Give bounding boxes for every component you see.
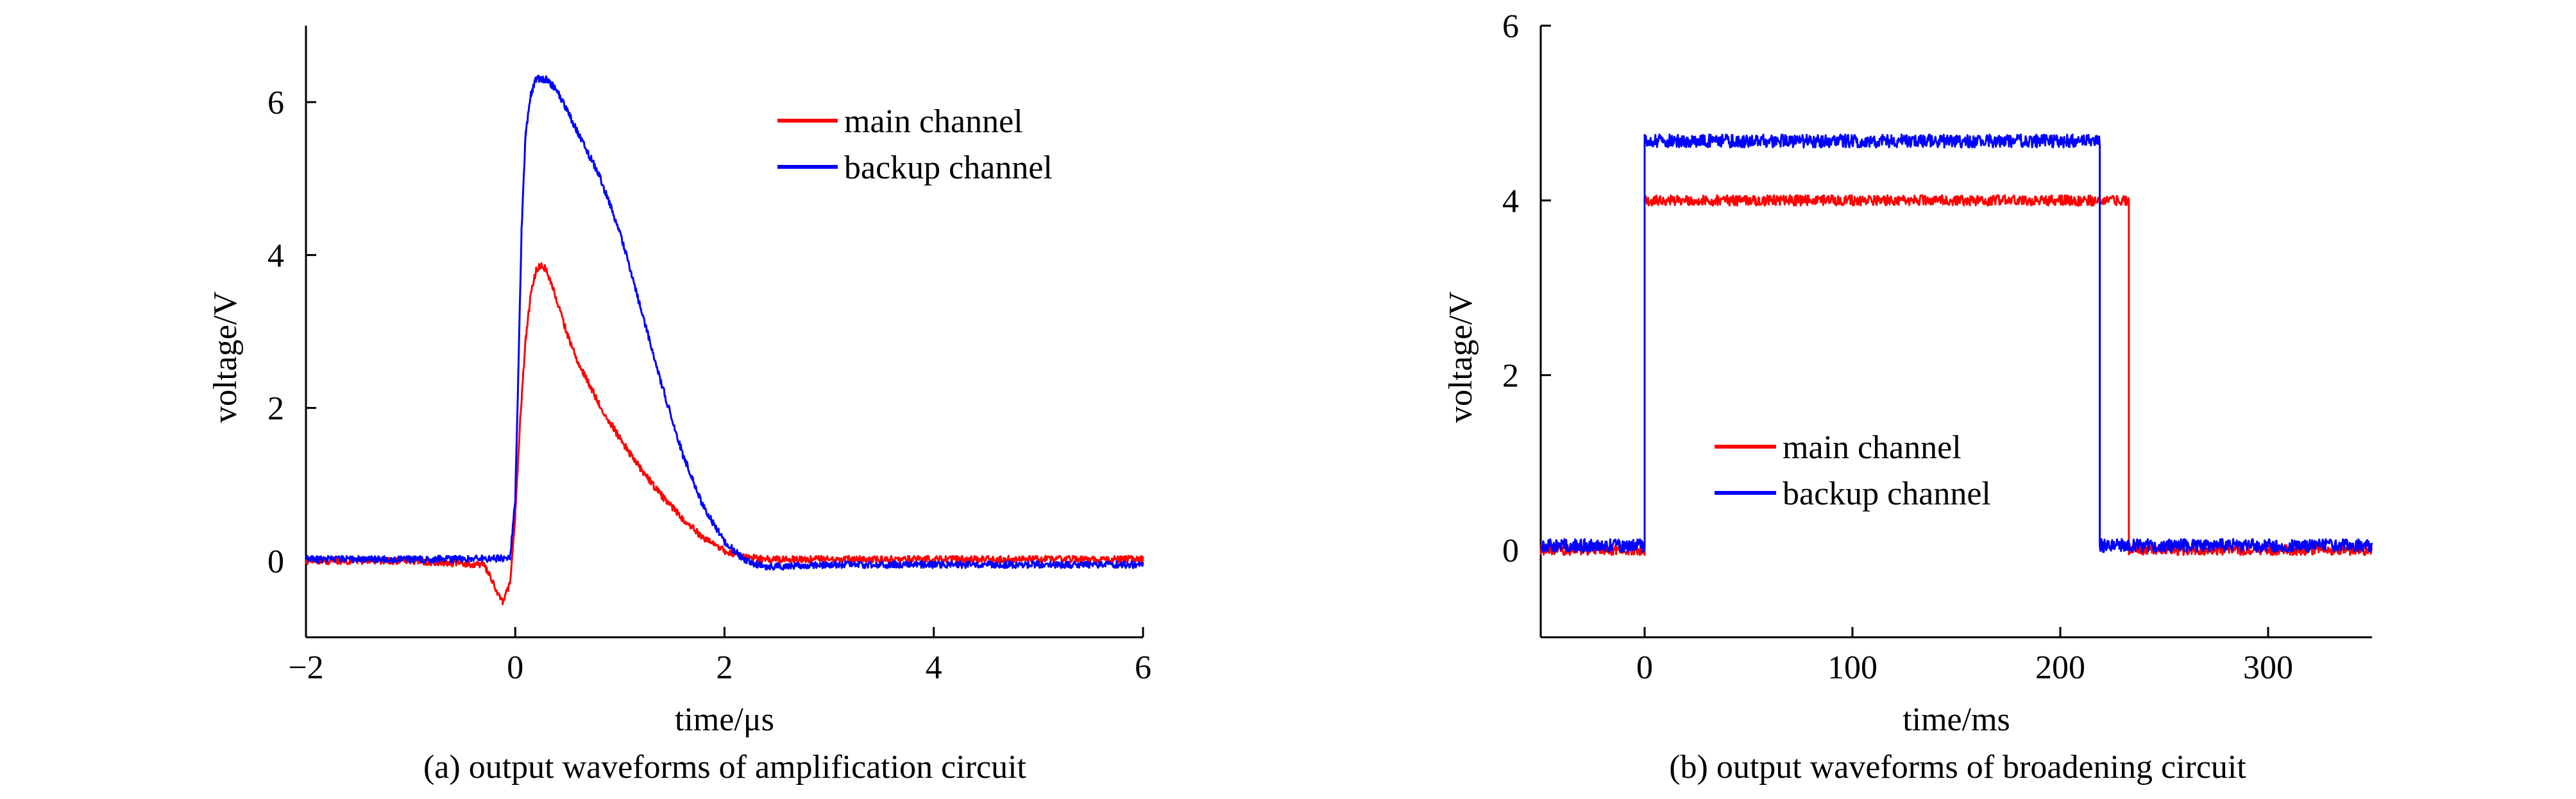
y-axis-label: voltage/V: [1443, 291, 1479, 423]
y-tick-label: 4: [1502, 183, 1519, 219]
legend-label: backup channel: [1783, 476, 1991, 512]
chart-b-broadening-waveforms: 0 100 200 300 0 2 4 6 time/ms voltage/V (b) output…: [1443, 8, 2373, 786]
x-tick-label: 2: [716, 649, 733, 686]
y-tick-label: 2: [267, 391, 284, 427]
x-axis-label: time/μs: [675, 701, 774, 738]
chart-caption: (b) output waveforms of broadening circu…: [1669, 749, 2246, 786]
y-axis-label: voltage/V: [207, 291, 244, 423]
x-tick-label: 100: [1827, 649, 1877, 686]
x-tick-label: 4: [926, 649, 942, 686]
x-tick-label: 6: [1135, 649, 1151, 686]
y-tick-label: 6: [1502, 8, 1519, 45]
series-line-main-channel: [305, 262, 1144, 605]
y-tick-label: 0: [267, 544, 284, 580]
series-line-main-channel: [1539, 194, 2373, 556]
x-tick-label: −2: [288, 649, 323, 686]
y-tick-label: 0: [1502, 533, 1519, 569]
legend-label: main channel: [844, 103, 1023, 140]
x-tick-label: 0: [507, 649, 523, 686]
y-tick-label: 2: [1502, 358, 1519, 395]
x-tick-label: 0: [1636, 649, 1653, 686]
chart-caption: (a) output waveforms of amplification ci…: [423, 749, 1027, 786]
chart-a-amplification-waveforms: −2 0 2 4 6 0 2 4 6 time/μs voltage/V (a) output wav…: [207, 26, 1151, 786]
x-axis-label: time/ms: [1902, 701, 2010, 738]
legend-label: main channel: [1783, 429, 1962, 466]
x-tick-label: 300: [2243, 649, 2293, 686]
x-tick-label: 200: [2035, 649, 2085, 686]
series-line-backup-channel: [1540, 133, 2373, 553]
y-tick-label: 6: [267, 85, 284, 121]
legend-label: backup channel: [844, 150, 1053, 186]
series-line-backup-channel: [305, 74, 1144, 571]
y-tick-label: 4: [267, 237, 284, 274]
